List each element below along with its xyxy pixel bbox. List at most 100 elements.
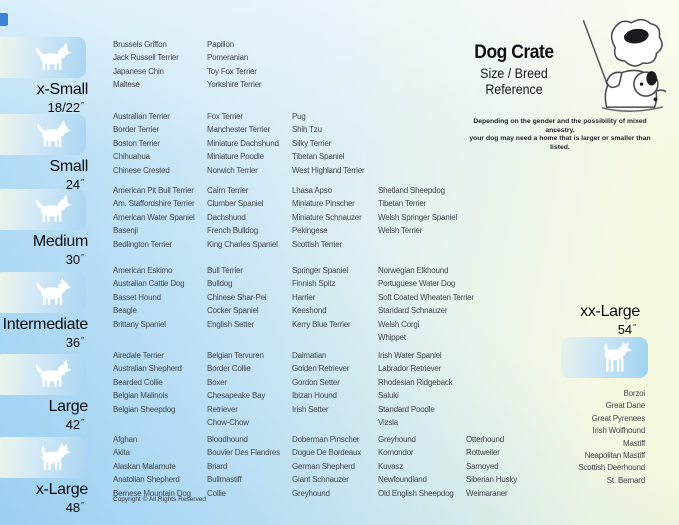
breed-column: Belgian Tervuren Border Collie Boxer Chesap… [207,349,291,429]
size-caption-intermediate: Intermediate 36″ [0,316,89,350]
breed-item: Miniature Schnauzer [292,212,362,222]
breed-item: French Bulldog [207,226,259,236]
size-caption-large: Large 42″ [0,398,89,432]
breed-item: Keeshond [292,306,327,316]
inch-mark: ″ [81,101,84,110]
size-label: x-Large [35,481,88,498]
breed-item: Golden Retriever [292,364,350,374]
breed-column-xx-large: Borzoi Great Dane Great Pyrenees Irish Wolf… [458,388,645,487]
breed-item: Springer Spaniel [292,266,348,275]
breed-item: Greyhound [292,488,330,498]
breed-item: Standard Schnauzer [378,306,448,316]
breed-column: Cairn Terrier Clumber Spaniel Dachshund Fre… [207,184,291,251]
dimension-value: 36 [65,335,81,350]
breed-item: Dalmatian [292,351,327,360]
breed-column: Otterhound Rottweiler Samoyed Siberian Husk… [466,433,558,500]
breed-item: Bulldog [207,279,233,289]
breed-item: Bullmastiff [207,475,242,485]
breed-item: Miniature Poodle [207,152,264,162]
breed-item: West Highland Terrier [292,165,365,175]
subtitle-line-1: Size / Breed [480,66,548,81]
dog-silhouette-icon [603,342,632,372]
size-dimension: 54″ [540,320,640,337]
dog-silhouette-icon [36,43,73,71]
breed-item: Harrier [292,292,316,302]
breed-item: Labrador Retriever [378,364,442,374]
breed-item: Irish Setter [292,404,329,414]
disclaimer-line-1: Depending on the gender and the possibil… [473,118,647,134]
breed-item: Australian Cattle Dog [113,279,185,289]
breed-column: Pug Shih Tzu Silky Terrier Tibetan Spaniel W… [292,110,378,177]
disclaimer-text: Depending on the gender and the possibil… [460,118,660,152]
breed-item: Fox Terrier [207,112,243,121]
breed-item: Rottweiler [466,448,500,458]
breed-item: Border Terrier [113,125,159,135]
size-caption-small: Small 24″ [0,158,88,192]
size-label: x-Small [36,81,89,98]
breed-item: Chow-Chow [207,418,249,428]
breed-item: Scottish Deerhound [578,463,645,473]
breed-item: Dachshund [207,212,246,222]
breed-item: Newfoundland [378,475,427,485]
size-label: xx-Large [580,303,640,320]
breed-column: Bull Terrier Bulldog Chinese Shar-Pei Cocke… [207,264,291,331]
breed-column: Lhasa Apso Miniature Pinscher Miniature Sc… [292,184,378,251]
breed-item: Pug [292,112,306,121]
breed-item: Finnish Spitz [292,279,336,289]
size-box-x-large [0,437,86,478]
breed-item: Miniature Pinscher [292,199,355,209]
breed-column: Brussels Griffon Jack Russell Terrier Japa… [113,38,206,92]
breed-item: Ibizan Hound [292,391,337,401]
breed-item: Doberman Pinscher [292,435,360,444]
breed-item: Belgian Sheepdog [113,404,176,414]
breed-item: Bull Terrier [207,266,243,275]
breed-item: Gordon Setter [292,377,340,387]
breed-item: American Pit Bull Terrier [113,186,194,195]
breed-item: Briard [207,461,228,471]
breed-item: Belgian Malinois [113,391,169,401]
breed-item: Bearded Collie [113,377,163,387]
breed-item: Norwegian Elkhound [378,266,449,275]
breed-item: Afghan [113,435,138,444]
breed-item: German Shepherd [292,461,355,471]
breed-item: Dogue De Bordeaux [292,448,362,458]
breed-item: Airedale Terrier [113,351,164,360]
breed-item: Alaskan Malamute [113,461,176,471]
breed-item: Basset Hound [113,292,161,302]
breed-item: Brussels Griffon [113,40,167,49]
breed-item: Manchester Terrier [207,125,270,135]
size-dimension: 18/22″ [0,98,88,115]
breed-item: Toy Fox Terrier [207,66,257,76]
size-dimension: 36″ [0,333,88,350]
dimension-value: 30 [65,252,81,267]
size-box-large [0,354,86,395]
size-dimension: 30″ [0,250,88,267]
size-caption-x-large: x-Large 48″ [0,481,88,515]
breed-item: Borzoi [623,389,646,398]
size-box-medium [0,189,86,230]
breed-column: Irish Water Spaniel Labrador Retriever Rho… [378,349,480,429]
size-box-xx-large [561,337,648,378]
size-caption-x-small: x-Small 18/22″ [0,81,89,115]
breed-column: American Pit Bull Terrier Am. Staffordshi… [113,184,206,251]
breed-item: Chinese Shar-Pei [207,292,267,302]
breed-item: Siberian Husky [466,475,518,485]
dimension-value: 18/22 [47,100,81,115]
size-label: Large [48,398,89,415]
breed-item: Welsh Corgi [378,319,420,329]
breed-item: St. Bernard [606,475,645,485]
breed-item: Japanese Chin [113,66,164,76]
copyright-text: Copyright © All Rights Reserved [113,496,206,503]
breed-item: King Charles Spaniel [207,239,278,249]
breed-item: Norwich Terrier [207,165,258,175]
breed-item: Komondor [378,448,414,458]
breed-item: Shih Tzu [292,125,322,135]
breed-item: Otterhound [466,435,505,444]
breed-item: Australian Terrier [113,112,170,121]
breed-item: Irish Wolfhound [592,426,646,436]
breed-item: Silky Terrier [292,138,332,148]
breed-column: Afghan Akita Alaskan Malamute Anatolian She… [113,433,206,500]
dog-silhouette-icon [37,120,72,148]
breed-item: Chinese Crested [113,165,170,175]
breed-item: Great Pyrenees [591,413,645,423]
